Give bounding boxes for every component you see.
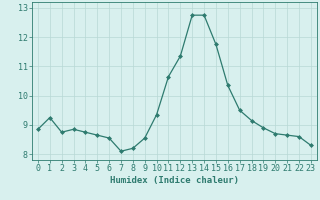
X-axis label: Humidex (Indice chaleur): Humidex (Indice chaleur): [110, 176, 239, 185]
